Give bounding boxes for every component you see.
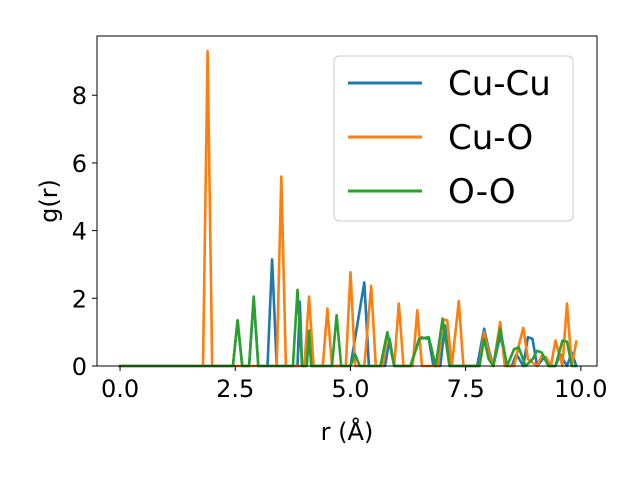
axes-layer: 0.0 2.5 5.0 7.5 10.0 0 2 4 6 8: [72, 82, 608, 403]
y-tick-label: 2: [72, 285, 87, 313]
series-line-o-o: [118, 288, 578, 368]
x-axis-label: r (Å): [321, 417, 374, 446]
x-tick-label: 2.5: [216, 375, 254, 403]
legend-label: O-O: [448, 172, 516, 212]
x-tick-label: 5.0: [331, 375, 369, 403]
plot-frame: [96, 35, 598, 367]
y-tick-label: 8: [72, 82, 87, 110]
y-axis-label: g(r): [35, 179, 63, 223]
x-tick-label: 7.5: [447, 375, 485, 403]
legend-label: Cu-O: [448, 118, 533, 158]
x-tick-label: 0.0: [101, 375, 139, 403]
x-tick-label: 10.0: [554, 375, 607, 403]
y-tick-label: 0: [72, 353, 87, 381]
y-tick-label: 4: [72, 218, 87, 246]
legend-box: [333, 55, 574, 222]
legend-label: Cu-Cu: [448, 64, 551, 104]
legend: Cu-Cu Cu-O O-O: [333, 55, 574, 222]
y-tick-label: 6: [72, 150, 87, 178]
